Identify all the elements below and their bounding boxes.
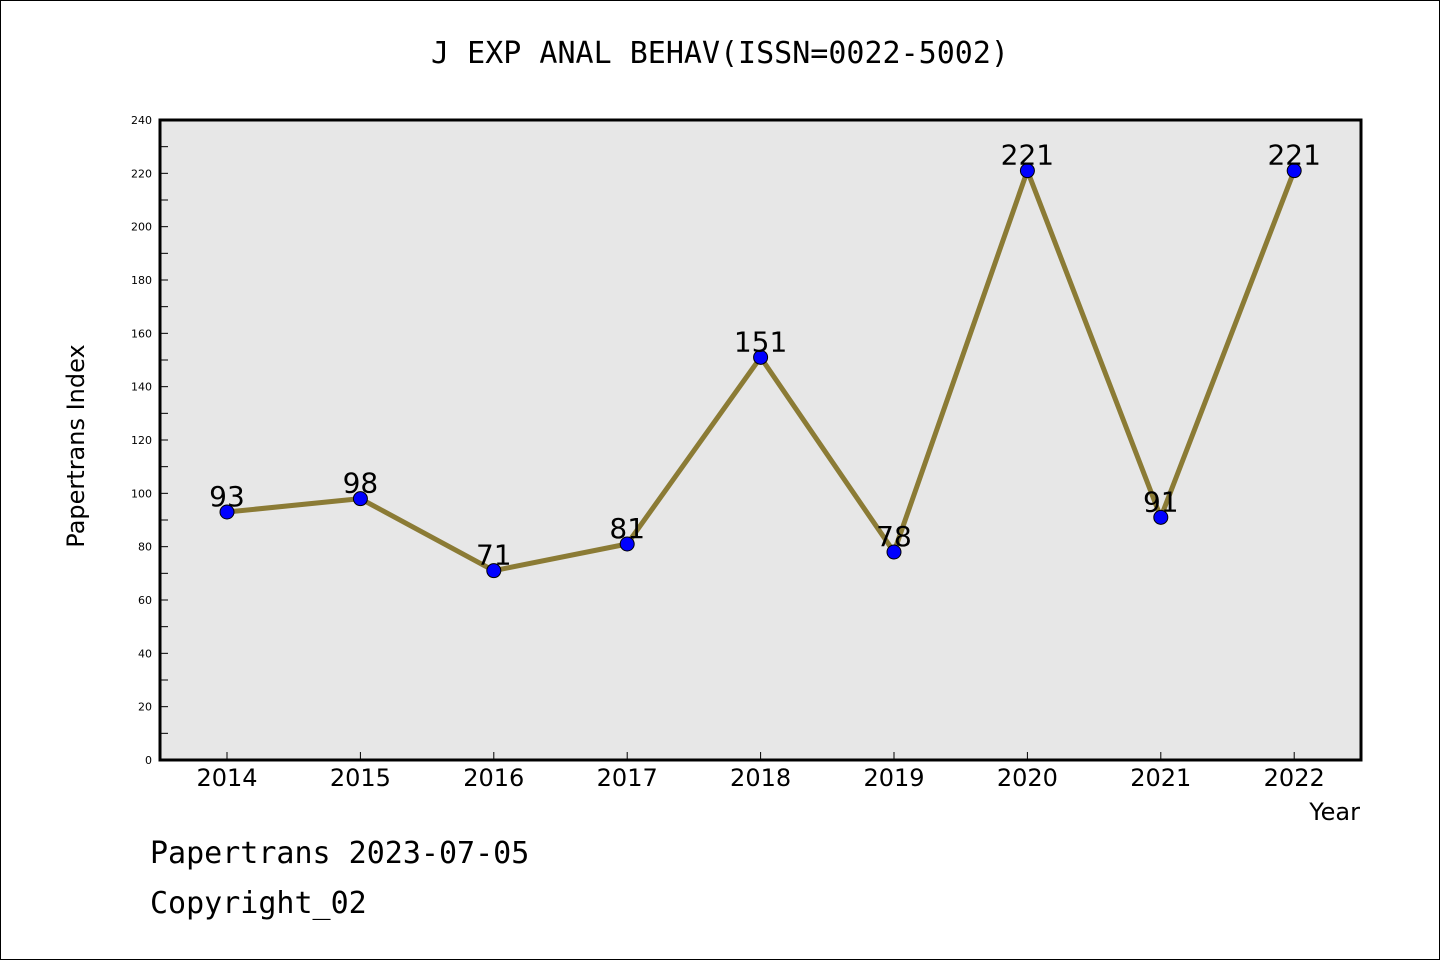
data-point: [219, 504, 235, 520]
x-tick-label: 2017: [597, 764, 658, 792]
x-tick-label: 2022: [1264, 764, 1325, 792]
data-label: 93: [209, 480, 245, 513]
x-axis-label: Year: [1308, 798, 1360, 826]
x-tick-label: 2019: [863, 764, 924, 792]
data-label: 78: [876, 520, 912, 553]
data-label: 151: [734, 325, 787, 358]
footer-source: Papertrans 2023-07-05: [150, 836, 530, 871]
y-tick-label: 20: [138, 701, 152, 714]
y-tick-label: 140: [131, 381, 152, 394]
data-label: 221: [1267, 139, 1320, 172]
plot-area: [160, 120, 1361, 760]
y-tick-label: 160: [131, 327, 152, 340]
y-axis: 0 20 40 60 80 100 120 140 160 180 200 220 240: [131, 114, 168, 767]
y-tick-label: 0: [145, 754, 152, 767]
y-tick-label: 220: [131, 167, 152, 180]
y-tick-label: 180: [131, 274, 152, 287]
data-point: [753, 349, 769, 365]
y-tick-label: 100: [131, 487, 152, 500]
data-point: [619, 536, 635, 552]
data-point: [1286, 163, 1302, 179]
chart-title: J EXP ANAL BEHAV(ISSN=0022-5002): [431, 36, 1009, 71]
y-tick-label: 240: [131, 114, 152, 127]
x-axis: 2014 2015 2016 2017 2018 2019 2020 2021 2022: [196, 752, 1325, 792]
data-point: [1153, 509, 1169, 525]
data-label: 71: [476, 539, 512, 572]
y-tick-label: 80: [138, 541, 152, 554]
data-point: [352, 491, 368, 507]
plot-border: [158, 118, 1363, 762]
x-tick-label: 2020: [997, 764, 1058, 792]
x-tick-label: 2021: [1130, 764, 1191, 792]
data-label: 221: [1001, 139, 1054, 172]
y-tick-label: 120: [131, 434, 152, 447]
data-point: [486, 563, 502, 579]
data-point: [1019, 163, 1035, 179]
y-tick-label: 60: [138, 594, 152, 607]
y-axis-label: Papertrans Index: [62, 344, 90, 547]
x-tick-label: 2016: [463, 764, 524, 792]
footer-copyright: Copyright_02: [150, 886, 367, 921]
data-label: 81: [609, 512, 645, 545]
data-point: [886, 544, 902, 560]
data-label: 98: [343, 467, 379, 500]
data-label: 91: [1143, 485, 1179, 518]
x-tick-label: 2014: [196, 764, 257, 792]
data-markers: [219, 163, 1302, 579]
y-tick-label: 40: [138, 647, 152, 660]
x-tick-label: 2015: [330, 764, 391, 792]
y-tick-label: 200: [131, 221, 152, 234]
data-labels: 93 98 71 81 151 78 221 91 221: [209, 139, 1321, 572]
x-tick-label: 2018: [730, 764, 791, 792]
